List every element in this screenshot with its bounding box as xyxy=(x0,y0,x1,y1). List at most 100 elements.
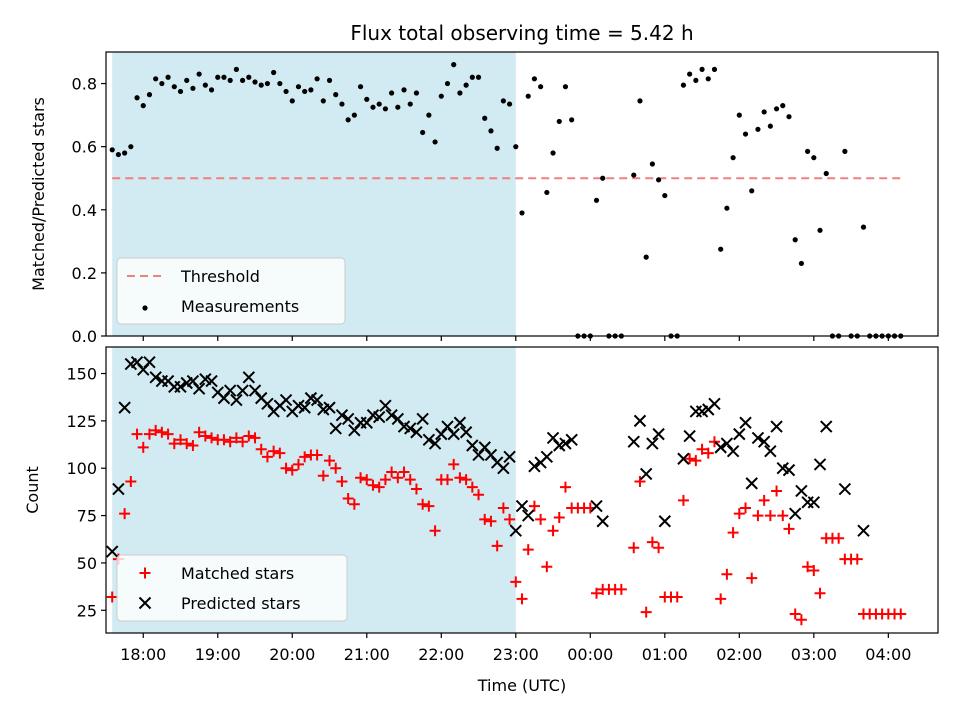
top-panel: 0.0 0.2 0.4 0.6 0.8 Matched/Predicted stars Th… xyxy=(29,51,939,346)
matched-star-point xyxy=(708,436,720,448)
matched-star-point xyxy=(646,536,658,548)
predicted-star-point xyxy=(118,401,131,414)
measurement-point xyxy=(364,96,370,102)
matched-star-point xyxy=(143,428,155,440)
matched-star-point xyxy=(417,498,429,510)
plot-frame xyxy=(105,346,939,634)
measurement-point xyxy=(438,93,444,99)
matched-star-point xyxy=(615,583,627,595)
measurement-point xyxy=(705,76,711,82)
matched-star-point xyxy=(379,474,391,486)
predicted-star-point xyxy=(813,458,827,471)
chart-title: Flux total observing time = 5.42 h xyxy=(350,21,693,45)
measurement-point xyxy=(190,85,196,91)
predicted-star-point xyxy=(428,437,442,450)
matched-star-point xyxy=(162,428,174,440)
measurement-point xyxy=(283,88,289,95)
measurement-point xyxy=(420,129,426,136)
measurement-point xyxy=(767,123,773,129)
matched-star-point xyxy=(528,500,540,512)
measurement-point xyxy=(196,71,202,77)
measurement-point xyxy=(730,155,736,161)
measurement-point xyxy=(494,145,500,151)
measurement-point xyxy=(134,95,140,101)
predicted-star-point xyxy=(596,515,609,528)
predicted-star-point xyxy=(310,393,324,407)
predicted-star-point xyxy=(404,422,417,435)
measurement-point xyxy=(264,80,271,87)
measurement-point xyxy=(339,101,345,107)
measurement-point xyxy=(326,77,333,83)
predicted-star-point xyxy=(838,482,852,496)
x-tick-label: 02:00 xyxy=(716,645,762,664)
predicted-star-point xyxy=(335,408,349,422)
matched-star-point xyxy=(504,513,516,525)
y-axis-label: Matched/Predicted stars xyxy=(29,97,48,291)
measurement-point xyxy=(761,109,767,115)
predicted-star-point xyxy=(379,399,392,412)
predicted-star-point xyxy=(453,416,467,429)
measurement-point xyxy=(208,87,215,93)
predicted-star-point xyxy=(323,401,336,414)
measurement-point xyxy=(184,77,190,83)
predicted-star-point xyxy=(639,467,653,481)
measurement-point xyxy=(171,84,177,90)
y-tick-label: 150 xyxy=(66,365,97,384)
matched-star-point xyxy=(814,587,826,599)
matched-star-point xyxy=(746,572,758,584)
predicted-star-point xyxy=(515,499,529,513)
predicted-star-point xyxy=(590,499,603,513)
measurement-point xyxy=(531,76,538,82)
matched-star-point xyxy=(156,426,168,438)
predicted-star-point xyxy=(857,524,870,537)
y-tick-label: 25 xyxy=(77,601,97,620)
predicted-star-point xyxy=(788,507,802,520)
measurement-point xyxy=(662,192,668,199)
measurement-point xyxy=(525,93,531,99)
measurement-point xyxy=(469,74,475,80)
legend-label: Predicted stars xyxy=(181,594,301,613)
matched-star-point xyxy=(249,432,261,444)
measurement-point xyxy=(165,74,171,80)
matched-star-point xyxy=(119,508,131,520)
matched-star-point xyxy=(727,527,739,539)
y-tick-label: 0.6 xyxy=(72,138,97,157)
predicted-star-point xyxy=(447,427,460,441)
measurement-point xyxy=(562,84,569,90)
legend-label: Measurements xyxy=(181,297,299,316)
matched-star-point xyxy=(808,564,820,576)
matched-star-point xyxy=(485,515,497,527)
matched-star-point xyxy=(150,424,162,436)
measurement-point xyxy=(109,147,115,153)
legend-matched-swatch xyxy=(139,567,151,579)
matched-star-point xyxy=(230,432,242,444)
y-tick-label: 0.0 xyxy=(72,327,97,346)
predicted-star-point xyxy=(646,437,659,450)
matched-star-point xyxy=(833,532,845,544)
predicted-star-point xyxy=(279,393,293,407)
predicted-star-point xyxy=(298,401,311,414)
measurement-point xyxy=(140,103,146,109)
predicted-star-point xyxy=(764,444,777,458)
measurement-point xyxy=(631,172,637,178)
measurement-point xyxy=(749,188,755,194)
measurement-point xyxy=(519,210,525,216)
matched-star-point xyxy=(367,479,379,491)
legend-label: Matched stars xyxy=(181,564,294,583)
matched-star-point xyxy=(752,510,764,522)
matched-star-point xyxy=(218,434,230,446)
measurement-point xyxy=(569,117,575,123)
matched-star-point xyxy=(789,608,801,620)
predicted-star-point xyxy=(174,380,187,393)
predicted-star-point xyxy=(242,371,256,384)
predicted-star-point xyxy=(565,433,578,447)
measurement-point xyxy=(159,80,165,87)
matched-star-point xyxy=(795,614,807,626)
matched-star-point xyxy=(851,553,863,565)
y-tick-label: 0.8 xyxy=(72,75,97,94)
measurement-point xyxy=(345,117,351,123)
matched-star-point xyxy=(125,475,137,487)
measurement-point xyxy=(655,177,662,183)
matched-star-point xyxy=(640,606,652,618)
measurement-point xyxy=(357,84,364,90)
